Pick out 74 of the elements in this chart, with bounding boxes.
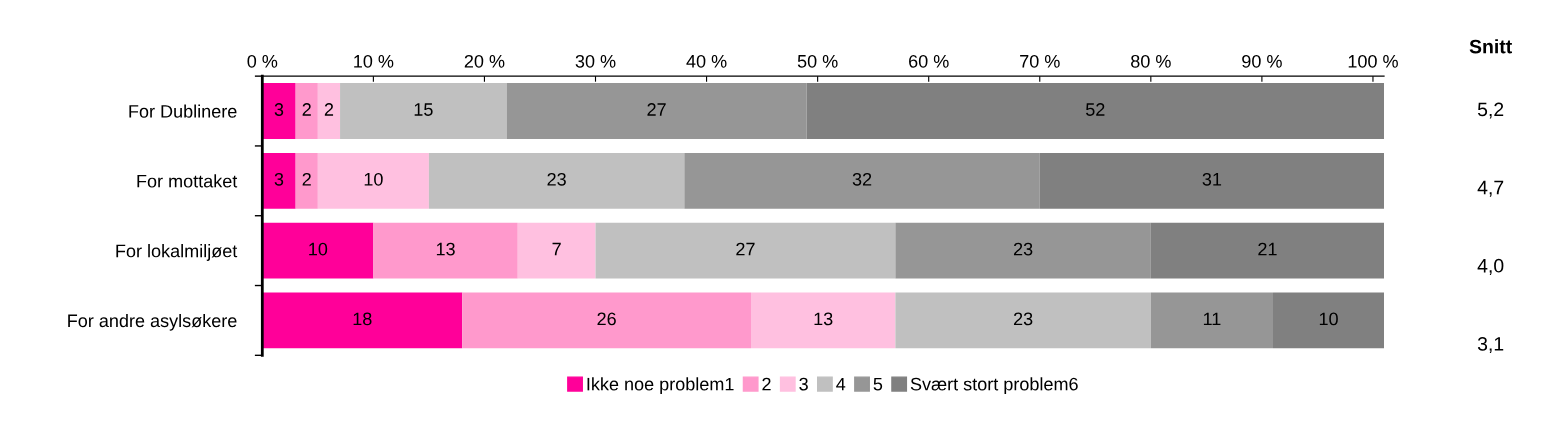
legend-label: 4 <box>836 377 846 391</box>
bar <box>895 292 1151 349</box>
bar <box>462 292 751 349</box>
data-label: 3 <box>274 172 284 186</box>
data-label: 2 <box>302 103 311 116</box>
data-label: 2 <box>324 103 334 116</box>
data-label: 23 <box>1013 242 1033 256</box>
data-label: 23 <box>547 172 566 186</box>
data-label: 13 <box>814 312 833 326</box>
x-tick-label: 40 % <box>686 54 727 68</box>
legend-label: 3 <box>799 377 808 391</box>
text: 4,7 <box>1477 180 1504 197</box>
bar <box>295 152 318 209</box>
x-tick-label: 100 % <box>1348 54 1398 68</box>
data-label: 27 <box>647 103 666 116</box>
bar <box>262 292 463 349</box>
x-tick-label: 80 % <box>1131 54 1171 68</box>
data-label: 52 <box>1085 103 1105 116</box>
y-tick-label: For lokalmiljøet <box>116 244 238 261</box>
data-label: 18 <box>353 312 372 326</box>
bar <box>1150 292 1274 349</box>
x-tick-label: 20 % <box>464 54 505 68</box>
y-tick-label: For mottaket <box>137 174 238 188</box>
text: Snitt <box>1469 39 1512 54</box>
x-tick-label: 60 % <box>909 54 949 68</box>
bar <box>262 222 374 279</box>
x-tick-label: 0 % <box>247 54 278 68</box>
bar <box>684 152 1040 209</box>
bar <box>317 152 429 209</box>
data-label: 26 <box>597 312 616 326</box>
data-label: 10 <box>309 242 328 256</box>
x-tick-label: 10 % <box>354 54 394 68</box>
bar <box>895 222 1151 279</box>
x-tick-label: 50 % <box>797 54 838 68</box>
data-label: 15 <box>414 103 433 116</box>
y-tick-label: For Dublinere <box>129 104 237 118</box>
bar <box>595 222 896 279</box>
data-label: 13 <box>436 242 455 256</box>
data-label: 3 <box>274 103 284 116</box>
legend-label: 5 <box>873 377 883 391</box>
bar <box>1273 292 1385 349</box>
x-tick-label: 30 % <box>575 54 616 68</box>
data-label: 31 <box>1202 172 1222 186</box>
data-label: 10 <box>364 172 383 186</box>
text: 4,0 <box>1477 258 1504 275</box>
legend-label: 2 <box>762 377 771 391</box>
bar <box>751 292 896 349</box>
data-label: 10 <box>1319 312 1338 326</box>
x-tick-label: 70 % <box>1020 54 1060 68</box>
bar <box>517 222 596 279</box>
data-label: 23 <box>1013 312 1033 326</box>
x-tick-label: 90 % <box>1242 54 1282 68</box>
bar <box>1150 222 1385 279</box>
bar <box>373 222 518 279</box>
data-label: 32 <box>852 172 872 186</box>
data-label: 21 <box>1258 242 1277 256</box>
data-label: 2 <box>302 172 311 186</box>
legend-label: Svært stort problem6 <box>910 377 1078 395</box>
bar <box>340 83 507 139</box>
data-label: 7 <box>552 242 561 256</box>
y-tick-label: For andre asylsøkere <box>68 313 237 331</box>
text: 5,2 <box>1477 102 1504 119</box>
data-label: 11 <box>1203 312 1221 326</box>
bar <box>506 83 807 139</box>
data-label: 27 <box>736 242 755 256</box>
bar <box>295 83 318 139</box>
bar <box>262 152 296 209</box>
text: 3,1 <box>1477 337 1504 354</box>
bar <box>317 83 341 139</box>
bar <box>428 152 685 209</box>
bar <box>1039 152 1385 209</box>
bar <box>806 83 1385 139</box>
bar <box>262 83 296 139</box>
legend-label: Ikke noe problem1 <box>587 377 734 395</box>
